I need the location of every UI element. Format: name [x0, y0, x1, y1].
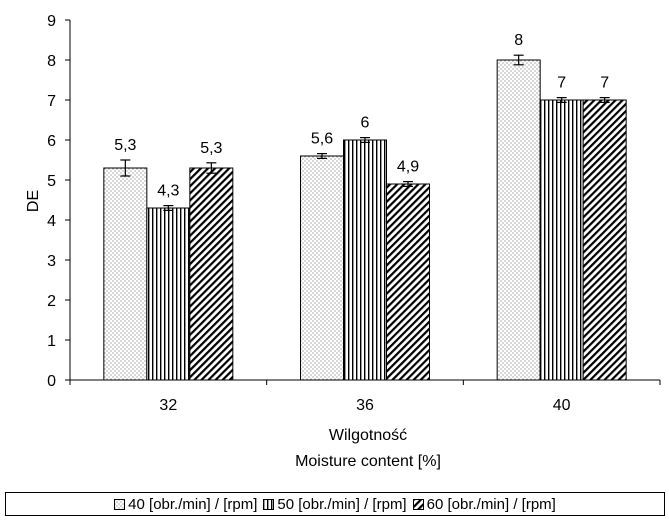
y-tick-label: 0	[47, 373, 56, 390]
legend-label: 50 [obr./min] / [rpm]	[277, 496, 406, 513]
bar	[497, 60, 540, 380]
y-tick-label: 3	[47, 253, 56, 270]
legend-item-50rpm: 50 [obr./min] / [rpm]	[263, 496, 406, 513]
legend: 40 [obr./min] / [rpm] 50 [obr./min] / [r…	[5, 492, 665, 516]
data-label: 6	[361, 115, 370, 132]
bar	[301, 156, 344, 380]
x-axis-ticks: 32 36 40	[70, 380, 660, 414]
y-tick-label: 6	[47, 133, 56, 150]
y-axis-ticks: 0 1 2 3 4 5 6 7 8 9	[47, 13, 70, 390]
bar	[344, 140, 387, 380]
x-tick-label: 32	[159, 397, 177, 414]
data-label: 5,3	[200, 140, 222, 157]
y-tick-label: 9	[47, 13, 56, 30]
data-label: 7	[600, 75, 609, 92]
x-axis-title-line1: Wilgotność	[329, 427, 407, 444]
data-label: 7	[557, 75, 566, 92]
bar	[147, 208, 190, 380]
bars	[104, 60, 626, 380]
y-axis-title: DE	[25, 190, 42, 212]
data-label: 4,9	[397, 159, 419, 176]
y-tick-label: 2	[47, 293, 56, 310]
legend-swatch-diagonal	[413, 499, 424, 510]
data-label: 5,3	[114, 137, 136, 154]
legend-label: 40 [obr./min] / [rpm]	[128, 496, 257, 513]
legend-swatch-vertical	[263, 499, 274, 510]
x-tick-label: 40	[553, 397, 571, 414]
bar-chart: 0 1 2 3 4 5 6 7 8 9 32 36 40 5,3 5,6 8 4,3 6 7 5,3 4,9 7 DE…	[0, 0, 669, 490]
x-axis-title-line2: Moisture content [%]	[295, 453, 441, 470]
y-tick-label: 1	[47, 333, 56, 350]
y-tick-label: 7	[47, 93, 56, 110]
data-label: 5,6	[311, 131, 333, 148]
legend-item-40rpm: 40 [obr./min] / [rpm]	[114, 496, 257, 513]
legend-item-60rpm: 60 [obr./min] / [rpm]	[413, 496, 556, 513]
bar	[104, 168, 147, 380]
bar	[190, 168, 233, 380]
bar	[583, 100, 626, 380]
legend-swatch-dots	[114, 499, 125, 510]
x-tick-label: 36	[356, 397, 374, 414]
data-label: 8	[514, 32, 523, 49]
y-tick-label: 4	[47, 213, 56, 230]
y-tick-label: 5	[47, 173, 56, 190]
legend-label: 60 [obr./min] / [rpm]	[427, 496, 556, 513]
bar	[540, 100, 583, 380]
data-label: 4,3	[157, 183, 179, 200]
bar	[387, 184, 430, 380]
y-tick-label: 8	[47, 53, 56, 70]
